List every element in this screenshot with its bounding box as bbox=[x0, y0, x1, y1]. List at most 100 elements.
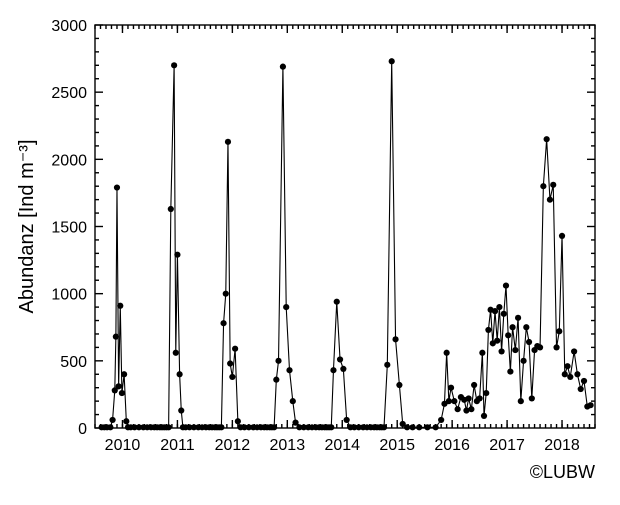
data-marker bbox=[119, 390, 125, 396]
data-marker bbox=[114, 184, 120, 190]
data-marker bbox=[501, 311, 507, 317]
data-marker bbox=[526, 339, 532, 345]
x-tick-label: 2012 bbox=[215, 437, 251, 454]
data-marker bbox=[485, 327, 491, 333]
data-marker bbox=[483, 390, 489, 396]
data-marker bbox=[381, 424, 387, 430]
data-marker bbox=[121, 371, 127, 377]
data-marker bbox=[166, 424, 172, 430]
data-marker bbox=[123, 418, 129, 424]
data-marker bbox=[544, 136, 550, 142]
data-marker bbox=[588, 402, 594, 408]
abundance-time-series-chart: 0500100015002000250030002010201120122013… bbox=[0, 0, 620, 505]
x-tick-label: 2011 bbox=[160, 437, 195, 454]
data-marker bbox=[113, 334, 119, 340]
x-tick-label: 2014 bbox=[324, 437, 360, 454]
data-marker bbox=[177, 371, 183, 377]
data-marker bbox=[556, 328, 562, 334]
data-marker bbox=[283, 304, 289, 310]
y-tick-label: 2500 bbox=[51, 85, 87, 102]
data-marker bbox=[334, 299, 340, 305]
data-marker bbox=[273, 377, 279, 383]
data-marker bbox=[446, 398, 452, 404]
data-marker bbox=[496, 304, 502, 310]
data-marker bbox=[547, 197, 553, 203]
data-marker bbox=[448, 385, 454, 391]
data-marker bbox=[330, 367, 336, 373]
data-marker bbox=[225, 139, 231, 145]
y-tick-label: 1000 bbox=[51, 287, 87, 304]
data-marker bbox=[581, 378, 587, 384]
data-marker bbox=[404, 424, 410, 430]
data-marker bbox=[168, 206, 174, 212]
data-marker bbox=[523, 324, 529, 330]
data-marker bbox=[392, 336, 398, 342]
data-marker bbox=[518, 398, 524, 404]
data-marker bbox=[116, 383, 122, 389]
x-tick-label: 2010 bbox=[105, 437, 141, 454]
data-marker bbox=[562, 371, 568, 377]
data-marker bbox=[515, 315, 521, 321]
data-marker bbox=[553, 344, 559, 350]
data-marker bbox=[173, 350, 179, 356]
data-marker bbox=[286, 367, 292, 373]
data-marker bbox=[494, 338, 500, 344]
data-marker bbox=[409, 424, 415, 430]
data-marker bbox=[424, 424, 430, 430]
y-tick-label: 1500 bbox=[51, 220, 87, 237]
x-tick-label: 2017 bbox=[489, 437, 525, 454]
data-marker bbox=[280, 64, 286, 70]
data-marker bbox=[479, 350, 485, 356]
data-marker bbox=[218, 424, 224, 430]
data-marker bbox=[505, 332, 511, 338]
data-marker bbox=[468, 406, 474, 412]
data-marker bbox=[481, 413, 487, 419]
data-marker bbox=[520, 358, 526, 364]
data-marker bbox=[290, 398, 296, 404]
data-marker bbox=[223, 291, 229, 297]
data-marker bbox=[229, 374, 235, 380]
data-marker bbox=[466, 395, 472, 401]
data-marker bbox=[571, 348, 577, 354]
data-marker bbox=[271, 424, 277, 430]
data-marker bbox=[512, 347, 518, 353]
data-marker bbox=[171, 62, 177, 68]
data-marker bbox=[471, 382, 477, 388]
x-tick-label: 2016 bbox=[434, 437, 470, 454]
data-marker bbox=[235, 418, 241, 424]
y-tick-label: 500 bbox=[60, 354, 87, 371]
data-marker bbox=[540, 183, 546, 189]
data-marker bbox=[438, 417, 444, 423]
x-tick-label: 2013 bbox=[270, 437, 306, 454]
data-marker bbox=[578, 386, 584, 392]
data-marker bbox=[444, 350, 450, 356]
data-marker bbox=[220, 320, 226, 326]
data-marker bbox=[337, 356, 343, 362]
y-tick-label: 0 bbox=[78, 421, 87, 438]
data-marker bbox=[389, 58, 395, 64]
data-marker bbox=[109, 417, 115, 423]
data-marker bbox=[117, 303, 123, 309]
data-marker bbox=[433, 424, 439, 430]
y-tick-label: 3000 bbox=[51, 18, 87, 35]
data-marker bbox=[567, 374, 573, 380]
data-marker bbox=[477, 395, 483, 401]
data-marker bbox=[503, 283, 509, 289]
data-marker bbox=[416, 424, 422, 430]
data-marker bbox=[384, 362, 390, 368]
data-marker bbox=[509, 324, 515, 330]
data-marker bbox=[455, 406, 461, 412]
data-marker bbox=[529, 395, 535, 401]
data-marker bbox=[451, 398, 457, 404]
data-marker bbox=[396, 382, 402, 388]
y-axis-label: Abundanz [Ind m⁻³] bbox=[16, 140, 38, 314]
data-marker bbox=[498, 348, 504, 354]
credit-text: ©LUBW bbox=[530, 462, 595, 482]
data-marker bbox=[559, 233, 565, 239]
data-marker bbox=[550, 182, 556, 188]
data-marker bbox=[537, 344, 543, 350]
data-marker bbox=[507, 368, 513, 374]
data-marker bbox=[340, 366, 346, 372]
data-marker bbox=[178, 407, 184, 413]
data-marker bbox=[328, 424, 334, 430]
